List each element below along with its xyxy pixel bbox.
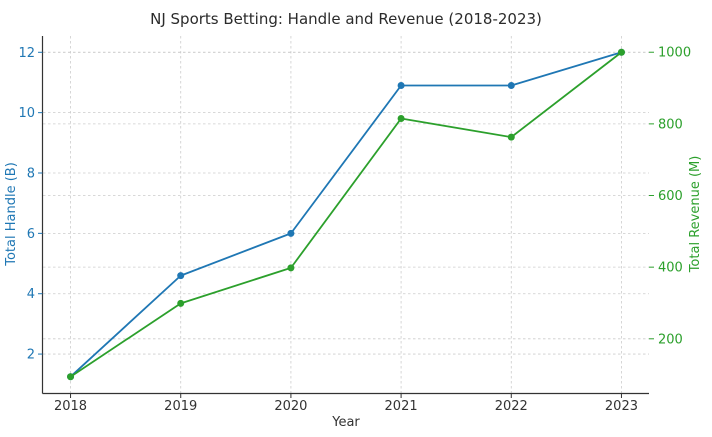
revenue-data-point	[177, 299, 185, 307]
revenue-line	[70, 51, 623, 378]
handle-data-point	[397, 81, 405, 89]
left-y-axis-label: Total Handle (B)	[4, 162, 19, 267]
chart-title: NJ Sports Betting: Handle and Revenue (2…	[150, 10, 542, 28]
left-y-tick-label: 8	[27, 167, 35, 182]
revenue-data-point	[507, 133, 515, 141]
x-tick-label: 2023	[605, 399, 638, 414]
x-tick-label: 2022	[495, 399, 528, 414]
revenue-data-point	[617, 48, 625, 56]
left-y-tick-label: 10	[18, 106, 35, 121]
x-axis-label: Year	[331, 415, 360, 430]
right-y-axis-label: Total Revenue (M)	[688, 156, 703, 274]
x-tick-label: 2019	[164, 399, 197, 414]
left-y-tick-label: 12	[18, 46, 35, 61]
right-y-tick-label: 400	[658, 261, 683, 276]
axes-layer	[38, 36, 654, 398]
tick-labels-layer: 2018 2019 2020 2021 2022 2023 2 4 6 8 10 12 200 400 60…	[18, 46, 691, 414]
x-tick-label: 2020	[274, 399, 307, 414]
left-y-tick-label: 4	[27, 287, 35, 302]
handle-data-point	[287, 229, 295, 237]
right-y-tick-label: 800	[658, 117, 683, 132]
handle-data-point	[507, 81, 515, 89]
right-y-tick-label: 200	[658, 332, 683, 347]
revenue-data-point	[67, 373, 75, 381]
grid-layer	[43, 36, 649, 393]
revenue-data-point	[397, 114, 405, 122]
right-y-tick-label: 1000	[658, 46, 691, 61]
handle-data-point	[177, 272, 185, 280]
x-tick-label: 2021	[385, 399, 418, 414]
series-layer	[67, 48, 625, 381]
left-y-tick-label: 6	[27, 227, 35, 242]
right-y-tick-label: 600	[658, 189, 683, 204]
left-y-tick-label: 2	[27, 348, 35, 363]
revenue-data-point	[287, 264, 295, 272]
x-tick-label: 2018	[54, 399, 87, 414]
handle-line	[69, 51, 622, 378]
